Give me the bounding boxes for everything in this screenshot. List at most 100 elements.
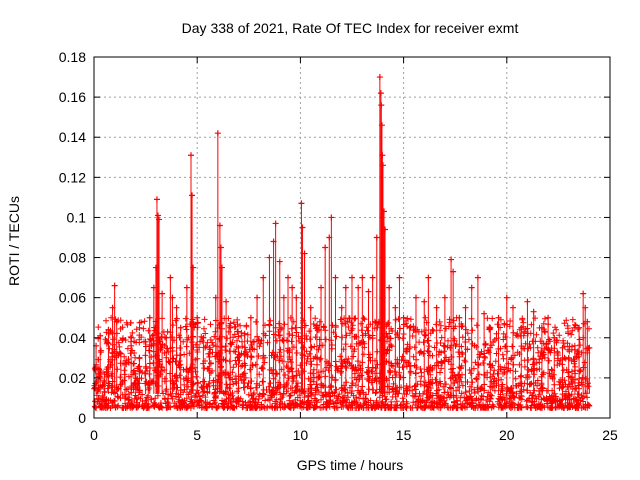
data-point <box>425 274 432 281</box>
data-point <box>355 284 362 291</box>
data-point <box>565 354 572 361</box>
data-point <box>530 308 537 315</box>
data-point <box>136 354 143 361</box>
data-point <box>545 314 552 321</box>
data-point <box>524 298 531 305</box>
data-point <box>214 130 221 137</box>
y-tick-label: 0.08 <box>59 250 86 266</box>
data-point <box>235 344 242 351</box>
data-points <box>93 74 593 394</box>
data-point <box>307 304 314 311</box>
data-point <box>285 274 292 281</box>
data-point <box>580 290 587 297</box>
data-point <box>146 314 153 321</box>
data-point <box>392 304 399 311</box>
data-point <box>318 284 325 291</box>
data-point <box>266 254 273 261</box>
y-axis-label: ROTI / TECUs <box>6 196 22 286</box>
data-point <box>101 378 108 385</box>
x-tick-label: 0 <box>90 427 98 443</box>
data-point <box>518 324 525 331</box>
data-point <box>206 344 213 351</box>
x-tick-label: 20 <box>499 427 515 443</box>
data-point <box>481 310 488 317</box>
y-tick-label: 0.06 <box>59 290 86 306</box>
data-point <box>559 344 566 351</box>
data-point <box>247 314 254 321</box>
data-point <box>509 304 516 311</box>
data-point <box>298 200 305 207</box>
data-point <box>328 214 335 221</box>
data-point <box>376 74 383 81</box>
data-point <box>216 222 223 229</box>
data-point <box>111 282 118 289</box>
y-tick-label: 0.02 <box>59 370 86 386</box>
data-point <box>421 298 428 305</box>
data-point <box>167 274 174 281</box>
data-point <box>217 244 224 251</box>
data-point <box>433 304 440 311</box>
data-point <box>97 332 104 339</box>
y-tick-label: 0.12 <box>59 169 86 185</box>
data-point <box>121 360 128 367</box>
data-point <box>159 290 166 297</box>
data-point <box>189 192 196 199</box>
data-point <box>299 224 306 231</box>
data-point <box>538 324 545 331</box>
data-point <box>448 256 455 263</box>
data-point <box>177 324 184 331</box>
data-point <box>128 342 135 349</box>
data-point <box>379 162 386 169</box>
data-point <box>586 344 593 351</box>
x-tick-label: 10 <box>293 427 309 443</box>
data-point <box>156 216 163 223</box>
data-point <box>227 324 234 331</box>
data-point <box>272 220 279 227</box>
x-tick-label: 25 <box>602 427 618 443</box>
x-tick-label: 15 <box>396 427 412 443</box>
y-tick-label: 0 <box>78 410 86 426</box>
data-point <box>462 304 469 311</box>
data-point <box>132 370 139 377</box>
data-point <box>359 274 366 281</box>
data-point <box>379 152 386 159</box>
data-point <box>276 258 283 265</box>
data-point <box>223 298 230 305</box>
data-point <box>412 294 419 301</box>
x-axis-label: GPS time / hours <box>297 457 404 473</box>
data-point <box>194 314 201 321</box>
y-tick-label: 0.1 <box>67 209 87 225</box>
data-point <box>142 338 149 345</box>
data-point <box>400 314 407 321</box>
data-point <box>342 284 349 291</box>
data-point <box>254 294 261 301</box>
data-point <box>190 264 197 271</box>
data-point <box>218 264 225 271</box>
data-point <box>117 350 124 357</box>
data-point <box>468 284 475 291</box>
data-point <box>456 314 463 321</box>
data-point <box>576 324 583 331</box>
data-point <box>551 334 558 341</box>
data-point <box>280 294 287 301</box>
y-tick-label: 0.04 <box>59 330 86 346</box>
axis-ticks: 0 0.02 0.04 0.06 0.08 0.1 0.12 0.14 0.16 0.18 0 5 10… <box>59 49 618 443</box>
data-point <box>406 324 413 331</box>
data-point <box>365 288 372 295</box>
data-point <box>301 250 308 257</box>
data-point <box>188 152 195 159</box>
data-point <box>380 208 387 215</box>
data-point <box>332 274 339 281</box>
data-point <box>487 324 494 331</box>
data-point <box>378 122 385 129</box>
data-point <box>153 196 160 203</box>
data-point <box>173 304 180 311</box>
plot-frame <box>93 56 611 419</box>
y-tick-label: 0.16 <box>59 89 86 105</box>
data-point <box>349 274 355 281</box>
data-point <box>260 274 267 281</box>
x-tick-label: 5 <box>193 427 201 443</box>
data-point <box>200 334 207 341</box>
chart-title: Day 338 of 2021, Rate Of TEC Index for r… <box>182 20 519 36</box>
